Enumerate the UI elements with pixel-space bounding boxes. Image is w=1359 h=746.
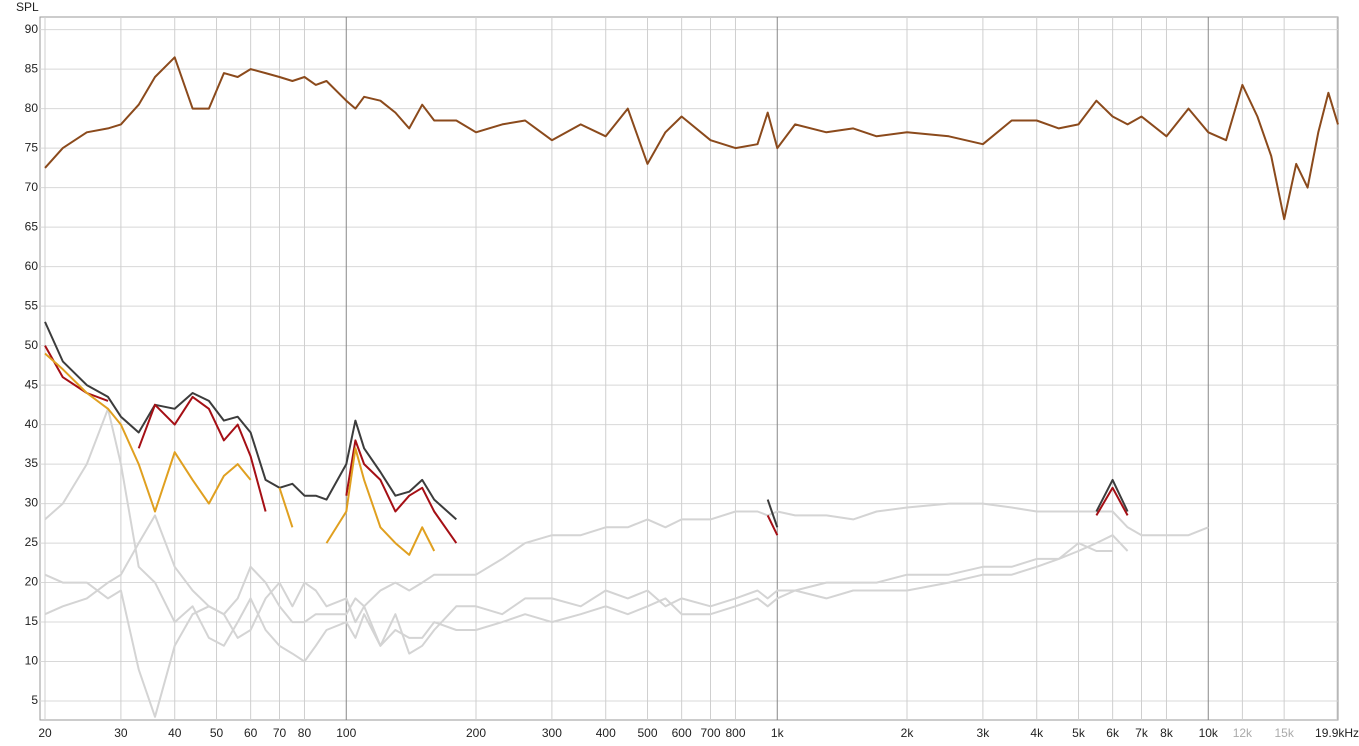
x-tick-label: 30: [114, 726, 128, 740]
series-line: [44, 56, 1339, 221]
x-tick-label: 400: [596, 726, 616, 740]
y-tick-label: 40: [25, 417, 39, 431]
x-tick-label: 600: [672, 726, 692, 740]
plot-area: [39, 16, 1339, 721]
x-tick-label: 500: [637, 726, 657, 740]
x-tick-label: 3k: [977, 726, 991, 740]
series-line: [44, 321, 1129, 528]
x-tick-label: 100: [336, 726, 356, 740]
x-tick-label: 1k: [771, 726, 785, 740]
x-tick-label: 4k: [1030, 726, 1044, 740]
y-tick-label: 5: [31, 693, 38, 707]
x-tick-label: 8k: [1160, 726, 1174, 740]
y-tick-label: 80: [25, 101, 39, 115]
series-line: [44, 345, 1129, 544]
y-tick-label: 15: [25, 614, 39, 628]
y-tick-label: 20: [25, 575, 39, 589]
x-tick-label: 5k: [1072, 726, 1086, 740]
x-tick-label: 800: [725, 726, 745, 740]
x-tick-label: 12k: [1233, 726, 1253, 740]
x-tick-label: 60: [244, 726, 258, 740]
x-tick-label: 700: [700, 726, 720, 740]
y-tick-label: 70: [25, 180, 39, 194]
x-tick-label: 50: [210, 726, 224, 740]
y-tick-label: 30: [25, 496, 39, 510]
y-tick-label: 45: [25, 377, 39, 391]
x-tick-label: 40: [168, 726, 182, 740]
y-tick-label: 10: [25, 654, 39, 668]
y-tick-label: 65: [25, 219, 39, 233]
x-tick-label: 7k: [1135, 726, 1149, 740]
x-tick-label: 15k: [1274, 726, 1294, 740]
y-tick-label: 55: [25, 298, 39, 312]
y-tick-label: 90: [25, 22, 39, 36]
y-tick-label: 75: [25, 140, 39, 154]
series-line: [44, 352, 436, 556]
x-tick-label: 10k: [1199, 726, 1219, 740]
x-tick-label: 19.9kHz: [1315, 726, 1359, 740]
x-tick-label: 2k: [901, 726, 915, 740]
x-tick-label: 20: [38, 726, 52, 740]
y-tick-label: 85: [25, 61, 39, 75]
series-line: [44, 407, 1129, 663]
y-axis-label: SPL: [16, 0, 39, 14]
y-tick-label: 25: [25, 535, 39, 549]
x-tick-label: 200: [466, 726, 486, 740]
x-tick-label: 70: [273, 726, 287, 740]
x-tick-label: 6k: [1106, 726, 1120, 740]
x-tick-label: 80: [298, 726, 312, 740]
y-tick-label: 50: [25, 338, 39, 352]
series-line: [44, 542, 1113, 718]
y-tick-label: 35: [25, 456, 39, 470]
x-tick-label: 300: [542, 726, 562, 740]
y-tick-label: 60: [25, 259, 39, 273]
